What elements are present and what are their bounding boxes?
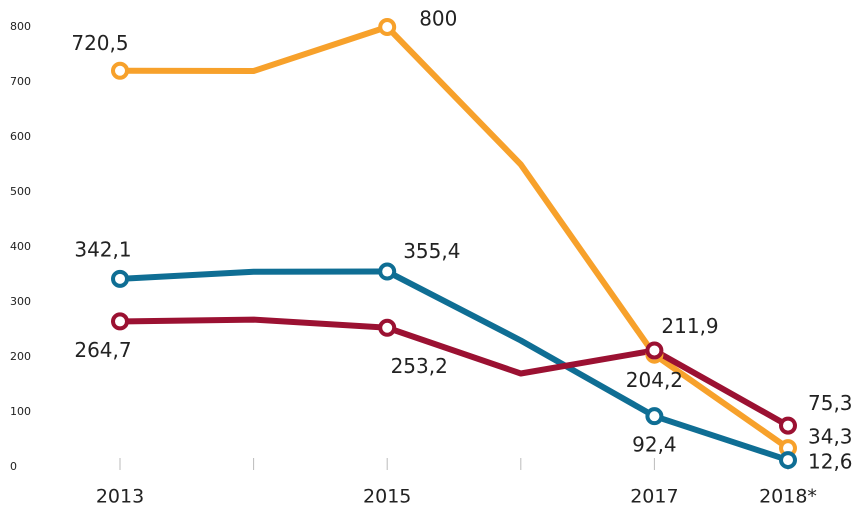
y-tick-label: 700 — [10, 75, 31, 88]
value-label: 342,1 — [74, 237, 131, 261]
point-marker — [378, 262, 397, 281]
value-label: 355,4 — [403, 239, 460, 263]
point-marker — [111, 61, 129, 80]
y-tick-label: 300 — [10, 295, 31, 308]
value-label: 211,9 — [661, 314, 718, 338]
series-line — [119, 316, 790, 429]
value-label: 253,2 — [391, 354, 448, 378]
x-tick-label: 2017 — [630, 486, 678, 508]
y-tick-label: 400 — [10, 240, 31, 253]
y-tick-label: 500 — [10, 185, 31, 198]
value-label: 800 — [419, 7, 457, 31]
point-marker — [645, 407, 664, 426]
point-marker — [779, 416, 797, 435]
point-marker — [111, 269, 129, 288]
point-marker — [378, 18, 397, 36]
value-label: 34,3 — [808, 425, 853, 449]
y-tick-label: 800 — [10, 20, 31, 33]
value-label: 720,5 — [71, 31, 128, 55]
point-marker — [378, 318, 397, 337]
y-tick-label: 0 — [10, 460, 17, 473]
x-tick-label: 2018* — [759, 486, 817, 508]
point-marker — [779, 451, 797, 470]
value-label: 204,2 — [626, 368, 683, 392]
point-marker — [111, 312, 129, 331]
value-label: 75,3 — [808, 391, 853, 415]
series-line — [119, 24, 790, 451]
point-marker — [645, 341, 664, 360]
value-label: 264,7 — [74, 338, 131, 362]
value-label: 12,6 — [808, 450, 853, 474]
x-tick-label: 2013 — [96, 486, 144, 508]
series-line — [119, 268, 789, 463]
value-label: 92,4 — [632, 433, 677, 457]
y-tick-label: 600 — [10, 130, 31, 143]
y-tick-label: 100 — [10, 405, 31, 418]
y-tick-label: 200 — [10, 350, 31, 363]
x-tick-label: 2015 — [363, 486, 411, 508]
